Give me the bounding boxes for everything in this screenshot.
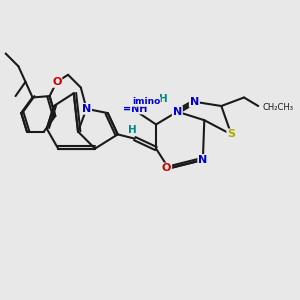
Text: S: S bbox=[227, 129, 235, 140]
Text: N: N bbox=[173, 107, 182, 117]
Text: O: O bbox=[162, 164, 171, 173]
Text: N: N bbox=[198, 155, 208, 165]
Text: O: O bbox=[52, 77, 62, 87]
Text: N: N bbox=[190, 97, 199, 107]
Text: imino: imino bbox=[132, 97, 160, 106]
Text: H: H bbox=[159, 94, 167, 104]
Text: =NH: =NH bbox=[123, 104, 147, 114]
Text: H: H bbox=[128, 124, 136, 135]
Text: N: N bbox=[82, 104, 91, 114]
Text: CH₂CH₃: CH₂CH₃ bbox=[262, 103, 293, 112]
